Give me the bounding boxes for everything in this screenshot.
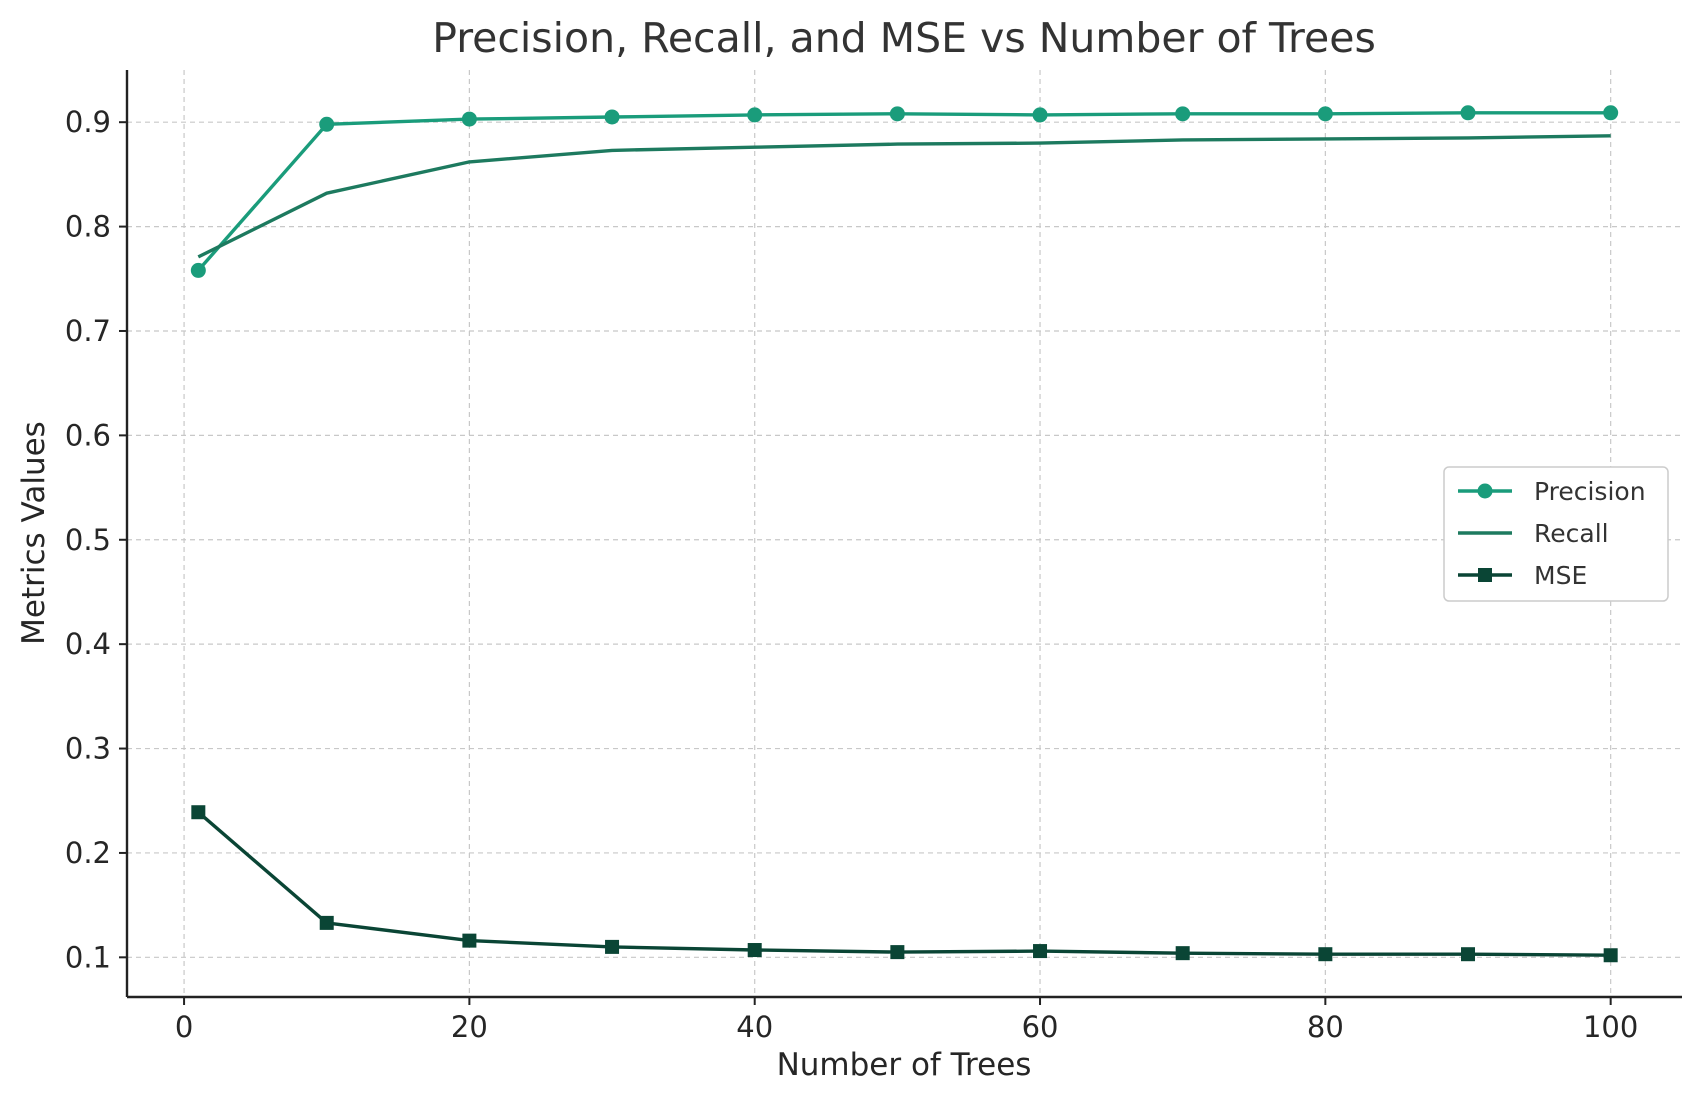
x-tick-label: 80 bbox=[1307, 1010, 1344, 1044]
x-tick-label: 60 bbox=[1022, 1010, 1059, 1044]
x-tick-label: 20 bbox=[451, 1010, 488, 1044]
y-tick-label: 0.4 bbox=[65, 627, 111, 661]
data-point-precision bbox=[1603, 105, 1619, 121]
legend: Precision Recall MSE bbox=[1443, 466, 1669, 602]
data-point-mse bbox=[747, 943, 762, 958]
y-axis-label: Metrics Values bbox=[16, 421, 52, 645]
data-point-mse bbox=[890, 945, 905, 960]
data-point-mse bbox=[319, 915, 334, 930]
chart-title: Precision, Recall, and MSE vs Number of … bbox=[432, 14, 1376, 62]
data-point-precision bbox=[889, 106, 905, 122]
series-group bbox=[190, 105, 1619, 963]
x-tick-label: 100 bbox=[1583, 1010, 1638, 1044]
data-point-precision bbox=[1175, 106, 1191, 122]
legend-marker-mse bbox=[1478, 568, 1492, 582]
y-tick-label: 0.8 bbox=[65, 210, 111, 244]
gridlines bbox=[127, 70, 1682, 997]
x-axis-label: Number of Trees bbox=[777, 1047, 1032, 1083]
data-point-mse bbox=[1175, 946, 1190, 961]
data-point-mse bbox=[1318, 947, 1333, 962]
axes bbox=[125, 70, 1682, 999]
data-point-precision bbox=[604, 109, 620, 125]
data-point-precision bbox=[319, 116, 335, 132]
data-point-precision bbox=[461, 111, 477, 127]
data-point-mse bbox=[191, 805, 206, 820]
series-line-precision bbox=[197, 111, 1611, 272]
data-point-precision bbox=[747, 107, 763, 123]
x-tick-label: 40 bbox=[736, 1010, 773, 1044]
data-point-precision bbox=[1317, 106, 1333, 122]
y-tick-label: 0.7 bbox=[65, 314, 111, 348]
y-tick-label: 0.1 bbox=[65, 940, 111, 974]
y-tick-label: 0.5 bbox=[65, 523, 111, 557]
data-point-precision bbox=[1460, 105, 1476, 121]
data-point-mse bbox=[462, 933, 477, 948]
series-precision bbox=[190, 105, 1619, 278]
y-tick-label: 0.9 bbox=[65, 105, 111, 139]
x-tick-label: 0 bbox=[175, 1010, 193, 1044]
series-mse bbox=[191, 805, 1618, 963]
series-recall bbox=[197, 134, 1611, 259]
tick-labels: 0 20 40 60 80 100 0.1 0.2 0.3 0.4 0.5 0.6 0.7 0.8 0.9 bbox=[65, 105, 1638, 1044]
data-point-mse bbox=[1603, 948, 1618, 963]
legend-label-recall: Recall bbox=[1534, 519, 1609, 548]
y-tick-label: 0.6 bbox=[65, 418, 111, 452]
data-point-mse bbox=[1461, 947, 1476, 962]
legend-marker-precision bbox=[1477, 483, 1493, 499]
data-point-precision bbox=[1032, 107, 1048, 123]
y-tick-label: 0.2 bbox=[65, 836, 111, 870]
series-line-recall bbox=[197, 134, 1611, 259]
legend-box bbox=[1443, 466, 1669, 602]
legend-label-precision: Precision bbox=[1534, 477, 1646, 506]
legend-label-mse: MSE bbox=[1534, 561, 1587, 590]
data-point-mse bbox=[605, 939, 620, 954]
y-tick-label: 0.3 bbox=[65, 732, 111, 766]
data-point-precision bbox=[190, 262, 206, 278]
series-line-mse bbox=[197, 810, 1611, 957]
data-point-mse bbox=[1033, 944, 1048, 959]
